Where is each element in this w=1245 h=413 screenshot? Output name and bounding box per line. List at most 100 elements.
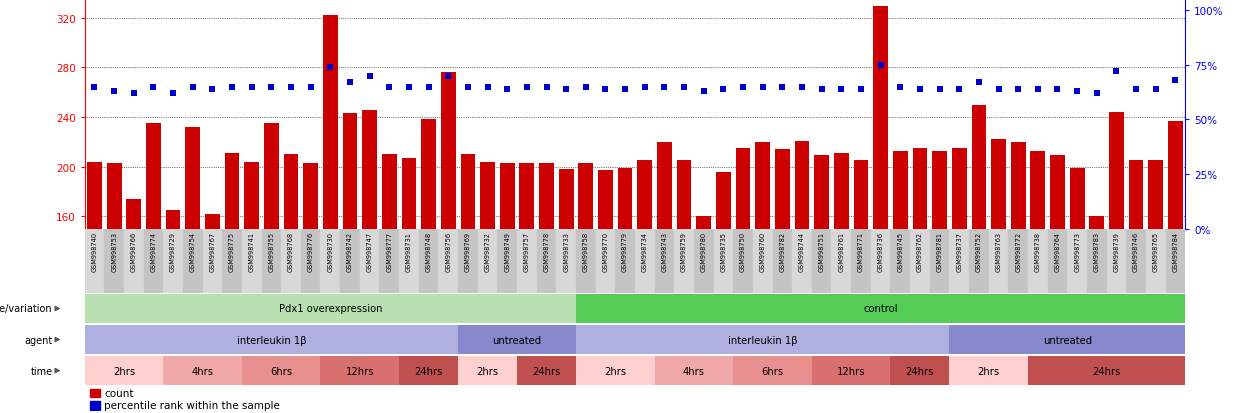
Bar [441,73,456,413]
Bar [655,229,675,293]
Bar [186,128,200,413]
Text: GSM998748: GSM998748 [426,231,432,271]
Point [792,84,812,90]
Text: GSM998753: GSM998753 [111,231,117,271]
Bar [1089,217,1104,413]
Text: GSM998765: GSM998765 [1153,231,1159,271]
Bar [1148,161,1163,413]
Text: GSM998740: GSM998740 [91,231,97,271]
Text: GSM998731: GSM998731 [406,231,412,271]
Text: GSM998764: GSM998764 [1055,231,1061,271]
Bar [360,229,380,293]
Point [360,73,380,80]
Point [674,84,693,90]
Point [1145,86,1165,93]
Bar [438,229,458,293]
Point [1008,86,1028,93]
Text: Pdx1 overexpression: Pdx1 overexpression [279,304,382,314]
Point [910,86,930,93]
Bar [950,356,1028,385]
Point [203,86,223,93]
Bar [458,229,478,293]
Point [85,84,105,90]
Bar [576,325,950,354]
Bar [696,217,711,413]
Text: 12hrs: 12hrs [837,366,865,376]
Text: GSM998768: GSM998768 [288,231,294,271]
Text: GSM998729: GSM998729 [171,231,176,271]
Point [183,84,203,90]
Text: GSM998756: GSM998756 [446,231,451,271]
Bar [380,229,400,293]
Bar [576,294,1185,323]
Bar [107,164,122,413]
Text: GSM998762: GSM998762 [916,231,923,271]
Bar [950,325,1185,354]
Text: GSM998751: GSM998751 [819,231,824,271]
Text: GSM998774: GSM998774 [151,231,157,271]
Bar [127,199,141,413]
Point [222,84,242,90]
Text: GSM998749: GSM998749 [504,231,510,271]
Bar [281,229,301,293]
Bar [85,356,163,385]
Bar [930,229,950,293]
Point [733,84,753,90]
Bar [812,356,890,385]
Point [949,86,969,93]
Point [870,62,890,69]
Bar [205,214,220,413]
Text: GSM998755: GSM998755 [269,231,274,271]
Bar [320,356,400,385]
Point [478,84,498,90]
Bar [910,229,930,293]
Bar [163,356,242,385]
Bar [304,164,317,413]
Bar [87,162,102,413]
Text: 24hrs: 24hrs [905,366,934,376]
Bar [458,356,517,385]
Bar [90,401,100,410]
Text: GSM998750: GSM998750 [740,231,746,271]
Text: count: count [103,388,133,398]
Point [693,88,713,95]
Bar [595,229,615,293]
Bar [716,172,731,413]
Text: percentile rank within the sample: percentile rank within the sample [103,401,280,411]
Text: GSM998746: GSM998746 [1133,231,1139,271]
Bar [261,229,281,293]
Text: GSM998733: GSM998733 [563,231,569,271]
Text: 6hrs: 6hrs [762,366,783,376]
Bar [753,229,772,293]
Bar [598,171,613,413]
Text: agent: agent [24,335,52,345]
Text: GSM998754: GSM998754 [189,231,195,271]
Bar [890,229,910,293]
Point [557,86,576,93]
Point [576,84,596,90]
Text: time: time [30,366,52,376]
Point [301,84,321,90]
Text: GSM998735: GSM998735 [721,231,726,271]
Text: GSM998777: GSM998777 [386,231,392,271]
Point [1047,86,1067,93]
Point [615,86,635,93]
Text: 2hrs: 2hrs [113,366,134,376]
Bar [1048,229,1067,293]
Point [812,86,832,93]
Point [517,84,537,90]
Bar [1050,156,1064,413]
Bar [559,170,574,413]
Bar [85,294,576,323]
Point [281,84,301,90]
Bar [713,229,733,293]
Bar [342,114,357,413]
Bar [1109,113,1124,413]
Text: GSM998742: GSM998742 [347,231,354,271]
Bar [322,16,337,413]
Text: interleukin 1β: interleukin 1β [237,335,306,345]
Bar [284,155,299,413]
Bar [85,229,105,293]
Bar [933,151,947,413]
Bar [1011,142,1026,413]
